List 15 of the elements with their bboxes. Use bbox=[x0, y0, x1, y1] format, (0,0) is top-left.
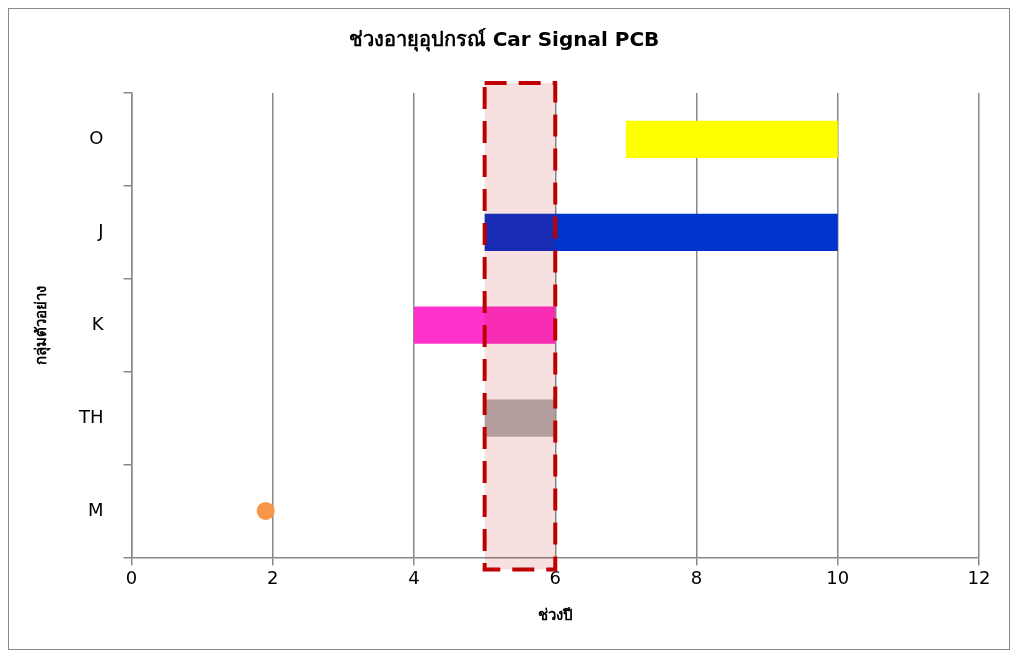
x-tick-label: 2 bbox=[267, 566, 279, 588]
x-tick-label: 12 bbox=[967, 566, 991, 588]
x-tick-label: 6 bbox=[549, 566, 561, 588]
y-tick-label: TH bbox=[78, 405, 104, 427]
x-axis-title: ช่วงปี bbox=[537, 605, 573, 624]
chart-title: ช่วงอายุอุปกรณ์ Car Signal PCB bbox=[348, 27, 660, 53]
x-tick-label: 4 bbox=[408, 566, 420, 588]
x-tick-label: 0 bbox=[125, 566, 138, 588]
y-tick-label: M bbox=[88, 498, 104, 520]
y-tick-label: J bbox=[97, 219, 104, 241]
x-tick-label: 8 bbox=[690, 566, 703, 588]
y-tick-label: O bbox=[89, 127, 104, 149]
y-tick-label: K bbox=[91, 312, 105, 334]
y-axis-title: กลุ่มตัวอย่าง bbox=[31, 285, 51, 365]
x-tick-label: 10 bbox=[826, 566, 850, 588]
